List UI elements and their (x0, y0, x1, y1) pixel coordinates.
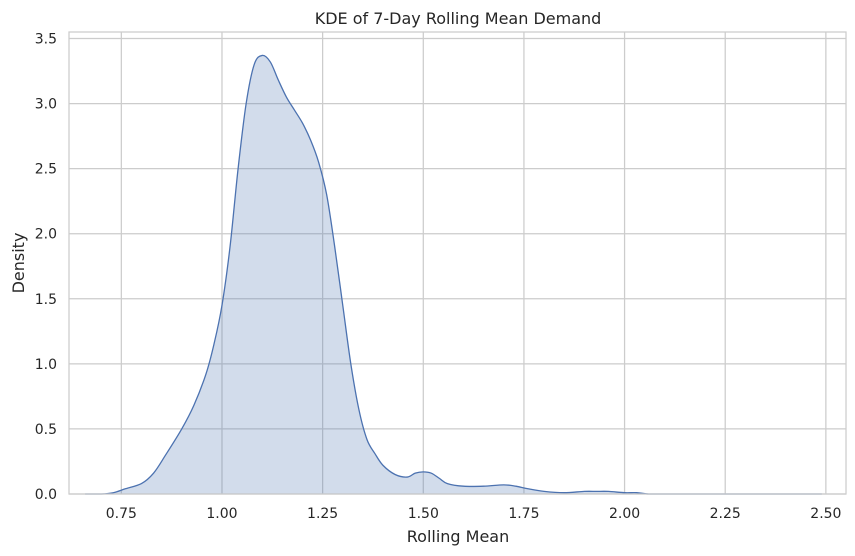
y-tick-label: 0.0 (35, 487, 57, 503)
x-tick-label: 1.25 (307, 506, 338, 522)
chart-title: KDE of 7-Day Rolling Mean Demand (315, 9, 602, 28)
x-tick-label: 2.00 (609, 506, 640, 522)
y-axis-label: Density (9, 233, 28, 294)
x-tick-label: 1.75 (508, 506, 539, 522)
x-tick-label: 2.25 (710, 506, 741, 522)
x-axis-ticks: 0.75 1.00 1.25 1.50 1.75 2.00 2.25 2.50 (106, 506, 842, 522)
plot-frame (68, 31, 847, 495)
y-tick-label: 2.0 (35, 227, 57, 243)
x-tick-label: 2.50 (810, 506, 841, 522)
y-tick-label: 3.0 (35, 97, 57, 113)
x-axis-label: Rolling Mean (407, 527, 510, 546)
kde-density-line (85, 54, 822, 495)
y-tick-label: 3.5 (35, 32, 57, 48)
y-tick-label: 0.5 (35, 422, 57, 438)
y-tick-label: 1.0 (35, 357, 57, 373)
y-tick-label: 2.5 (35, 162, 57, 178)
y-axis-ticks: 0.0 0.5 1.0 1.5 2.0 2.5 3.0 3.5 (35, 32, 57, 503)
x-tick-label: 1.50 (408, 506, 439, 522)
kde-fill-area (85, 55, 822, 495)
x-tick-label: 1.00 (206, 506, 237, 522)
grid (69, 32, 846, 495)
x-tick-label: 0.75 (106, 506, 137, 522)
y-tick-label: 1.5 (35, 292, 57, 308)
